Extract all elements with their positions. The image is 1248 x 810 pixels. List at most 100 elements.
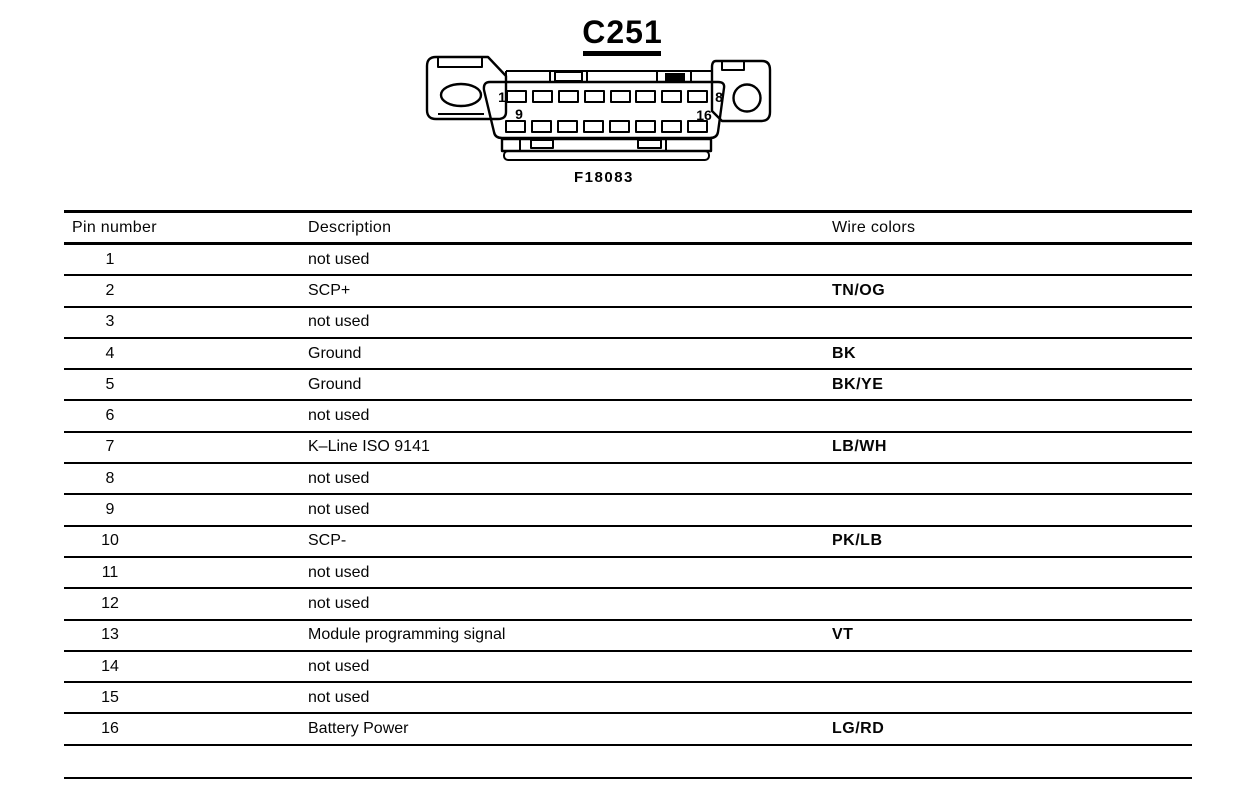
pin-8-label: 8 — [715, 89, 723, 105]
description-cell: not used — [308, 501, 370, 519]
table-row: 11 not used — [64, 558, 1192, 590]
pin-9-label: 9 — [515, 106, 523, 122]
pin-slot-row-bottom — [505, 120, 708, 133]
wire-color-cell: VT — [832, 626, 854, 644]
wire-color-cell: BK/YE — [832, 375, 884, 393]
pin-number-cell: 4 — [105, 344, 115, 362]
pin-number-cell: 10 — [101, 532, 119, 550]
pin-number-cell: 9 — [105, 501, 115, 519]
table-row: 7 K–Line ISO 9141 LB/WH — [64, 433, 1192, 465]
pin-number-cell: 14 — [101, 657, 119, 675]
table-row: 4 Ground BK — [64, 339, 1192, 371]
table-row: 10 SCP- PK/LB — [64, 527, 1192, 558]
pin-slot — [687, 90, 708, 103]
pin-table: Pin number Description Wire colors 1 not … — [64, 210, 1192, 779]
pin-1-label: 1 — [498, 89, 506, 105]
bottom-rail-dividers — [519, 139, 667, 151]
wire-color-cell: PK/LB — [832, 532, 883, 550]
table-row: 8 not used — [64, 464, 1192, 496]
table-row: 15 not used — [64, 683, 1192, 715]
title-underline — [583, 51, 661, 56]
pin-slot — [557, 120, 578, 133]
wire-color-cell: BK — [832, 344, 857, 362]
pin-number-cell: 2 — [105, 281, 115, 299]
table-row: 16 Battery Power LG/RD — [64, 714, 1192, 746]
description-cell: Ground — [308, 344, 362, 362]
table-row: 12 not used — [64, 589, 1192, 621]
pin-slot — [558, 90, 579, 103]
top-rail — [505, 70, 713, 82]
pin-slot — [506, 90, 527, 103]
top-rail-notch-right — [665, 73, 685, 81]
description-cell: not used — [308, 313, 370, 331]
pin-number-cell: 15 — [101, 688, 119, 706]
pin-number-cell: 3 — [105, 313, 115, 331]
description-cell: K–Line ISO 9141 — [308, 438, 430, 456]
pin-number-cell: 5 — [105, 375, 115, 393]
wire-color-cell: TN/OG — [832, 281, 886, 299]
description-cell: not used — [308, 563, 370, 581]
pin-number-cell: 12 — [101, 594, 119, 612]
table-row: 6 not used — [64, 401, 1192, 433]
left-mounting-ear — [425, 55, 508, 121]
table-row: 1 not used — [64, 245, 1192, 277]
table-row: 14 not used — [64, 652, 1192, 684]
table-header-row: Pin number Description Wire colors — [64, 210, 1192, 245]
table-row: 13 Module programming signal VT — [64, 621, 1192, 652]
pin-slot — [661, 120, 682, 133]
pin-number-cell: 8 — [105, 469, 115, 487]
header-wire-colors: Wire colors — [832, 218, 916, 236]
description-cell: not used — [308, 407, 370, 425]
pin-number-cell: 11 — [101, 563, 119, 581]
pin-16-label: 16 — [696, 107, 712, 123]
pin-slot — [635, 120, 656, 133]
description-cell: SCP+ — [308, 281, 351, 299]
description-cell: not used — [308, 657, 370, 675]
left-ear-notch — [437, 58, 483, 68]
pin-slot — [661, 90, 682, 103]
header-description: Description — [308, 218, 392, 236]
table-row: 5 Ground BK/YE — [64, 370, 1192, 402]
pin-slot-row-top — [506, 90, 708, 103]
description-cell: SCP- — [308, 532, 347, 550]
header-pin-number: Pin number — [72, 218, 157, 236]
pin-slot — [635, 90, 656, 103]
description-cell: Module programming signal — [308, 626, 506, 644]
pin-slot — [532, 90, 553, 103]
description-cell: not used — [308, 594, 370, 612]
table-row: 2 SCP+ TN/OG — [64, 276, 1192, 308]
pin-slot — [610, 90, 631, 103]
description-cell: Ground — [308, 375, 362, 393]
pin-slot — [609, 120, 630, 133]
bottom-rail-notch-left — [530, 139, 554, 149]
pin-slot — [584, 90, 605, 103]
right-mounting-ear — [710, 59, 772, 123]
table-body: 1 not used 2 SCP+ TN/OG 3 not used 4 Ground BK 5 Gr… — [64, 245, 1192, 779]
top-rail-ticks — [549, 72, 692, 81]
description-cell: not used — [308, 250, 370, 268]
left-ear-slot — [439, 82, 483, 108]
table-row: 3 not used — [64, 308, 1192, 339]
figure-label: F18083 — [574, 169, 634, 186]
bottom-rail-notch-right — [637, 139, 662, 149]
table-row: 9 not used — [64, 495, 1192, 527]
wire-color-cell: LB/WH — [832, 438, 887, 456]
description-cell: not used — [308, 469, 370, 487]
wire-color-cell: LG/RD — [832, 720, 885, 738]
pin-number-cell: 13 — [101, 626, 119, 644]
right-ear-hole — [732, 83, 762, 113]
bottom-rail-lower — [503, 150, 710, 161]
connector-diagram: 1 8 9 16 — [425, 55, 772, 161]
pin-slot — [583, 120, 604, 133]
description-cell: Battery Power — [308, 720, 409, 738]
pin-number-cell: 7 — [105, 438, 115, 456]
pin-number-cell: 16 — [101, 720, 119, 738]
pin-number-cell: 6 — [105, 407, 115, 425]
pin-slot — [505, 120, 526, 133]
pin-slot — [531, 120, 552, 133]
connector-title: C251 — [582, 14, 663, 50]
pin-number-cell: 1 — [105, 250, 115, 268]
table-row — [64, 746, 1192, 779]
top-rail-notch-left — [554, 71, 583, 82]
description-cell: not used — [308, 688, 370, 706]
